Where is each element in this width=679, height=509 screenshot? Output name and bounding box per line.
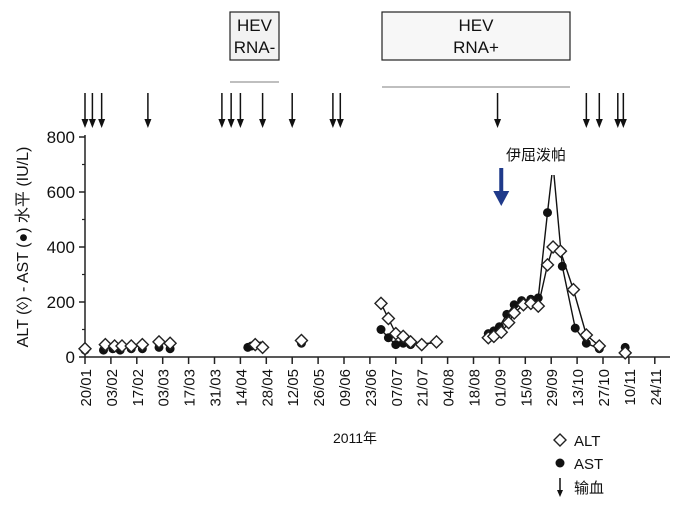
x-tick-label: 15/09 — [518, 369, 535, 407]
y-tick-label: 400 — [47, 238, 75, 257]
ast-point — [570, 323, 580, 333]
alt-point — [78, 341, 92, 356]
alt-point — [507, 306, 522, 320]
transfusion-arrow-icon — [81, 119, 89, 128]
drug-label: 伊屈泼帕 — [506, 147, 566, 164]
ast-point — [555, 458, 565, 468]
alt-point — [429, 334, 444, 349]
x-tick-label: 09/06 — [337, 369, 354, 407]
alt-point — [553, 433, 567, 447]
x-tick-label: 01/09 — [492, 369, 509, 407]
legend-label-transfusion: 输血 — [574, 480, 604, 497]
alt-point — [566, 282, 581, 297]
hev-negative-box-line1: HEV — [237, 16, 273, 35]
alt-point — [381, 311, 396, 326]
x-tick-label: 20/01 — [78, 369, 95, 407]
alt-point — [294, 333, 309, 348]
legend-label-alt: ALT — [574, 433, 600, 450]
y-tick-label: 200 — [47, 293, 75, 312]
alt-point — [531, 299, 546, 314]
alt-point — [135, 337, 150, 352]
x-tick-label: 21/07 — [415, 369, 432, 407]
hev-positive-box — [381, 11, 571, 61]
ast-point — [376, 325, 386, 334]
x-tick-label: 17/03 — [182, 369, 199, 407]
transfusion-arrow-icon — [236, 119, 244, 128]
x-tick-label: 29/09 — [544, 369, 561, 407]
transfusion-arrow-icon — [329, 119, 337, 128]
alt-point — [124, 339, 139, 353]
ast-point — [533, 293, 543, 303]
hev-positive-box-line2: RNA+ — [453, 38, 499, 57]
alt-point — [553, 244, 568, 259]
series-ast — [380, 175, 600, 350]
x-tick-label: 10/11 — [622, 369, 639, 405]
ast-point — [383, 333, 393, 343]
y-tick-label: 600 — [47, 183, 75, 202]
alt-point — [592, 339, 607, 353]
transfusion-arrow-icon — [614, 119, 622, 128]
ast-point — [543, 208, 552, 218]
alt-point — [98, 337, 113, 352]
ast-point — [509, 300, 519, 310]
x-tick-label: 14/04 — [233, 369, 250, 407]
alt-point — [152, 334, 166, 349]
x-tick-label: 03/02 — [104, 369, 121, 407]
x-tick-label: 27/10 — [596, 369, 613, 407]
y-axis-label: ALT (◊) - AST (●) 水平 (IU/L) — [14, 147, 32, 348]
ast-point — [391, 340, 401, 350]
hev-positive-box-line1: HEV — [459, 16, 495, 35]
x-tick-label: 28/04 — [259, 369, 276, 407]
x-axis-label: 2011年 — [333, 430, 377, 446]
x-tick-label: 03/03 — [156, 369, 173, 407]
alt-point — [255, 340, 270, 355]
ast-point — [581, 338, 591, 348]
drug-arrow-icon — [493, 191, 510, 206]
transfusion-arrow-icon — [218, 119, 226, 128]
alt-point — [248, 337, 263, 352]
alt-point — [115, 339, 129, 353]
alt-point — [494, 325, 509, 340]
transfusion-arrow-icon — [259, 119, 267, 128]
x-tick-label: 26/05 — [311, 369, 328, 407]
alt-point — [579, 328, 594, 342]
x-tick-label: 04/08 — [441, 369, 458, 407]
transfusion-arrow-icon — [88, 119, 96, 128]
legend-arrow-icon — [557, 490, 563, 497]
transfusion-arrow-icon — [98, 119, 106, 128]
transfusion-arrow-icon — [619, 119, 627, 128]
hev-negative-box — [229, 11, 280, 61]
transfusion-arrow-icon — [144, 119, 152, 128]
markers-ast — [80, 208, 630, 355]
x-tick-label: 18/08 — [467, 369, 484, 407]
markers-alt — [78, 240, 633, 360]
ast-point — [557, 261, 567, 271]
alt-point — [540, 257, 555, 272]
x-tick-label: 23/06 — [363, 369, 380, 407]
x-tick-label: 31/03 — [208, 369, 225, 407]
alt-point — [501, 315, 516, 330]
x-tick-label: 12/05 — [285, 369, 302, 407]
x-tick-label: 13/10 — [570, 369, 587, 407]
alt-point — [163, 336, 178, 351]
alt-point — [618, 345, 633, 360]
x-tick-label: 07/07 — [389, 369, 406, 407]
transfusion-arrow-icon — [336, 119, 344, 128]
alt-point — [414, 337, 429, 352]
y-tick-label: 800 — [47, 128, 75, 147]
alt-point — [374, 296, 388, 311]
alt-point — [403, 334, 418, 349]
transfusion-arrow-icon — [494, 119, 502, 128]
transfusion-arrow-icon — [288, 119, 296, 128]
legend-label-ast: AST — [574, 456, 603, 473]
x-tick-label: 17/02 — [130, 369, 147, 407]
transfusion-arrow-icon — [227, 119, 235, 128]
x-tick-label: 24/11 — [648, 369, 665, 405]
transfusion-arrow-icon — [595, 119, 603, 128]
transfusion-arrow-icon — [582, 119, 590, 128]
hev-negative-box-line2: RNA- — [234, 38, 276, 57]
y-tick-label: 0 — [66, 348, 75, 367]
